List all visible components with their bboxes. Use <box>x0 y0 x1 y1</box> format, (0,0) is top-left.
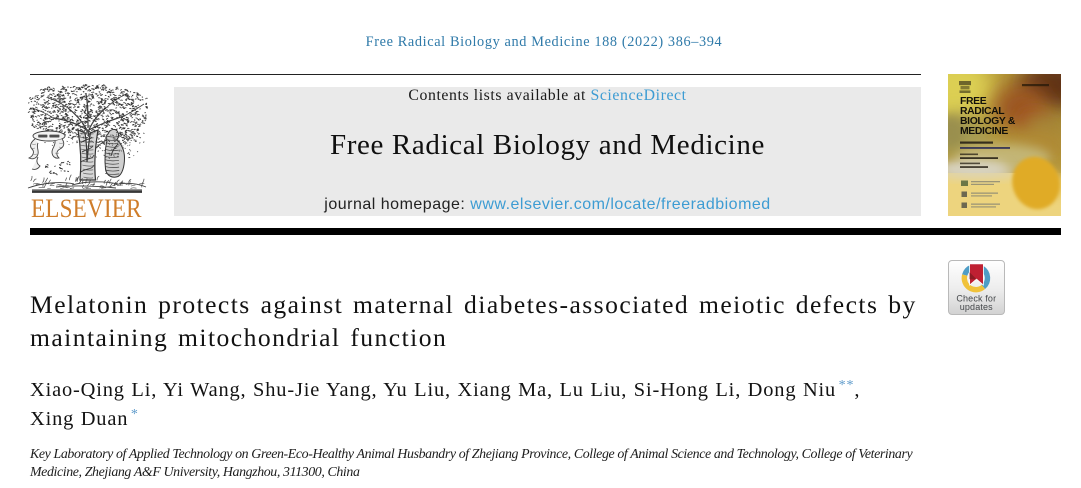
svg-text:RADICAL: RADICAL <box>960 106 1005 117</box>
svg-text:updates: updates <box>960 302 993 312</box>
svg-text:Check for: Check for <box>956 294 996 304</box>
svg-text:FREE: FREE <box>960 96 987 107</box>
svg-text:BIOLOGY &: BIOLOGY & <box>960 116 1016 127</box>
svg-text:MEDICINE: MEDICINE <box>960 126 1008 137</box>
